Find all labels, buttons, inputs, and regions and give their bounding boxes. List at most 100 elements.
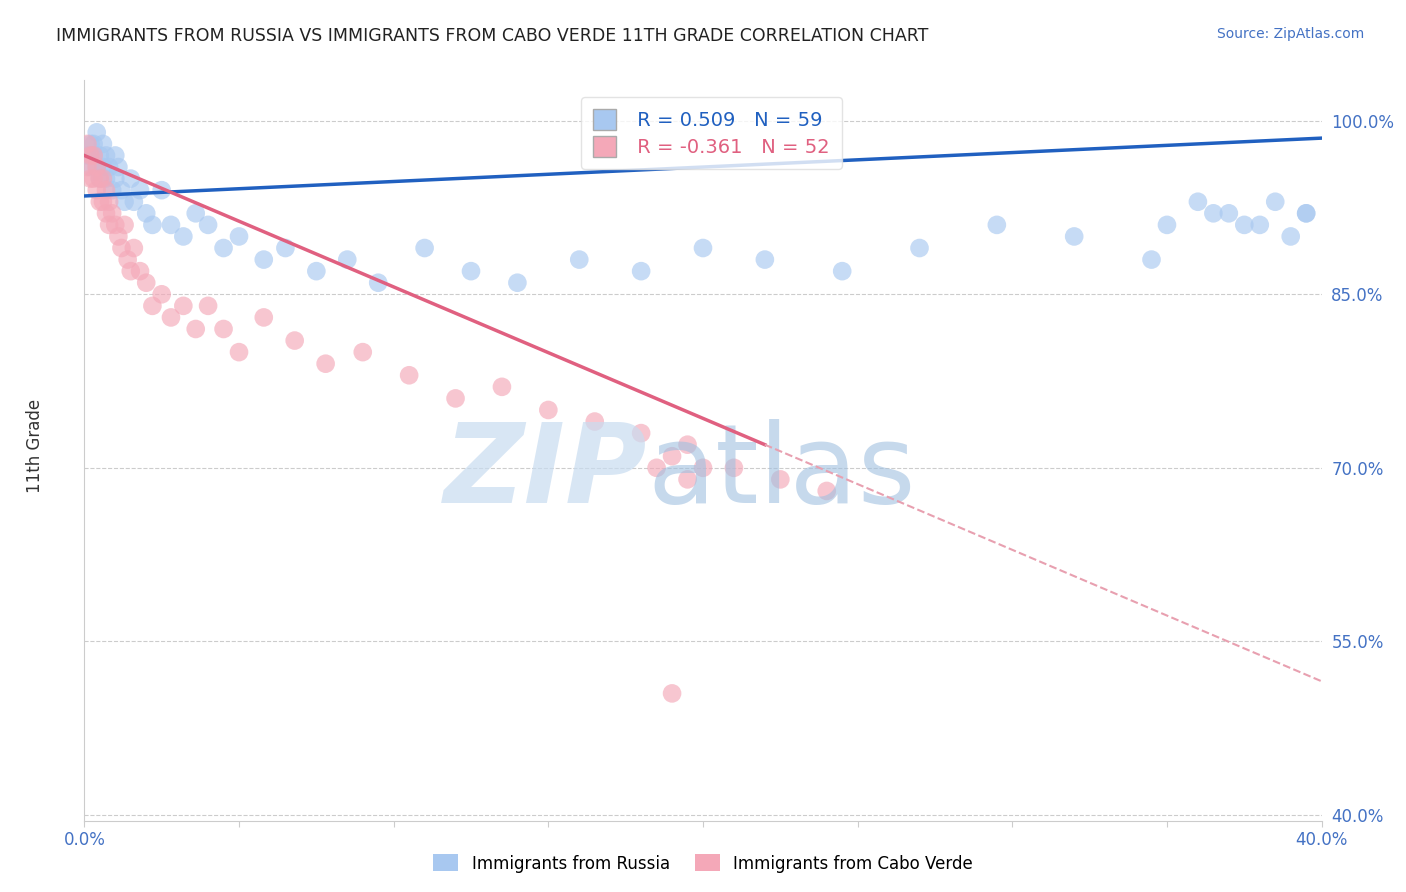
Point: [1218, 206, 1240, 220]
Point: [630, 264, 652, 278]
Point: [110, 183, 132, 197]
Point: [491, 380, 513, 394]
Point: [1295, 206, 1317, 220]
Point: [444, 392, 467, 406]
Point: [104, 148, 127, 162]
Point: [101, 183, 124, 197]
Point: [104, 171, 127, 186]
Text: atlas: atlas: [647, 419, 915, 526]
Point: [908, 241, 931, 255]
Point: [676, 472, 699, 486]
Point: [197, 299, 219, 313]
Point: [769, 472, 792, 486]
Point: [76, 160, 98, 174]
Point: [129, 264, 152, 278]
Point: [79, 148, 101, 162]
Point: [83, 148, 105, 162]
Point: [284, 334, 307, 348]
Point: [91, 136, 114, 151]
Point: [89, 148, 111, 162]
Point: [986, 218, 1008, 232]
Point: [141, 299, 163, 313]
Point: [107, 160, 129, 174]
Point: [91, 171, 114, 186]
Point: [83, 136, 105, 151]
Point: [91, 194, 114, 209]
Point: [184, 322, 207, 336]
Point: [1202, 206, 1225, 220]
Point: [583, 415, 606, 429]
Point: [160, 218, 183, 232]
Point: [1295, 206, 1317, 220]
Point: [645, 460, 668, 475]
Point: [661, 449, 683, 463]
Point: [76, 148, 98, 162]
Point: [305, 264, 328, 278]
Point: [135, 206, 157, 220]
Point: [1233, 218, 1256, 232]
Legend:  R = 0.509   N = 59,  R = -0.361   N = 52: R = 0.509 N = 59, R = -0.361 N = 52: [581, 97, 842, 169]
Point: [122, 194, 145, 209]
Point: [114, 194, 136, 209]
Point: [212, 322, 235, 336]
Point: [172, 299, 194, 313]
Point: [1156, 218, 1178, 232]
Point: [630, 426, 652, 441]
Point: [86, 160, 108, 174]
Point: [89, 194, 111, 209]
Point: [1140, 252, 1163, 267]
Point: [98, 218, 121, 232]
Point: [110, 241, 132, 255]
Point: [831, 264, 853, 278]
Point: [197, 218, 219, 232]
Point: [98, 160, 121, 174]
Point: [815, 483, 838, 498]
Point: [692, 241, 714, 255]
Point: [460, 264, 482, 278]
Point: [86, 183, 108, 197]
Point: [1187, 194, 1209, 209]
Point: [661, 686, 683, 700]
Point: [89, 171, 111, 186]
Point: [83, 171, 105, 186]
Point: [94, 148, 117, 162]
Point: [274, 241, 297, 255]
Point: [253, 252, 276, 267]
Point: [398, 368, 420, 383]
Point: [86, 160, 108, 174]
Point: [692, 460, 714, 475]
Point: [568, 252, 591, 267]
Point: [172, 229, 194, 244]
Text: ZIP: ZIP: [444, 419, 647, 526]
Point: [336, 252, 359, 267]
Point: [94, 183, 117, 197]
Point: [352, 345, 374, 359]
Point: [114, 218, 136, 232]
Point: [79, 136, 101, 151]
Point: [120, 264, 142, 278]
Point: [150, 183, 173, 197]
Point: [367, 276, 389, 290]
Point: [160, 310, 183, 325]
Point: [94, 206, 117, 220]
Point: [184, 206, 207, 220]
Point: [1279, 229, 1302, 244]
Point: [79, 160, 101, 174]
Point: [94, 171, 117, 186]
Point: [117, 252, 139, 267]
Point: [120, 171, 142, 186]
Point: [86, 125, 108, 139]
Point: [83, 148, 105, 162]
Point: [1249, 218, 1271, 232]
Point: [135, 276, 157, 290]
Point: [754, 252, 776, 267]
Text: 11th Grade: 11th Grade: [27, 399, 44, 493]
Text: IMMIGRANTS FROM RUSSIA VS IMMIGRANTS FROM CABO VERDE 11TH GRADE CORRELATION CHAR: IMMIGRANTS FROM RUSSIA VS IMMIGRANTS FRO…: [56, 27, 928, 45]
Point: [141, 218, 163, 232]
Point: [1264, 194, 1286, 209]
Point: [253, 310, 276, 325]
Text: Source: ZipAtlas.com: Source: ZipAtlas.com: [1216, 27, 1364, 41]
Point: [129, 183, 152, 197]
Point: [122, 241, 145, 255]
Point: [150, 287, 173, 301]
